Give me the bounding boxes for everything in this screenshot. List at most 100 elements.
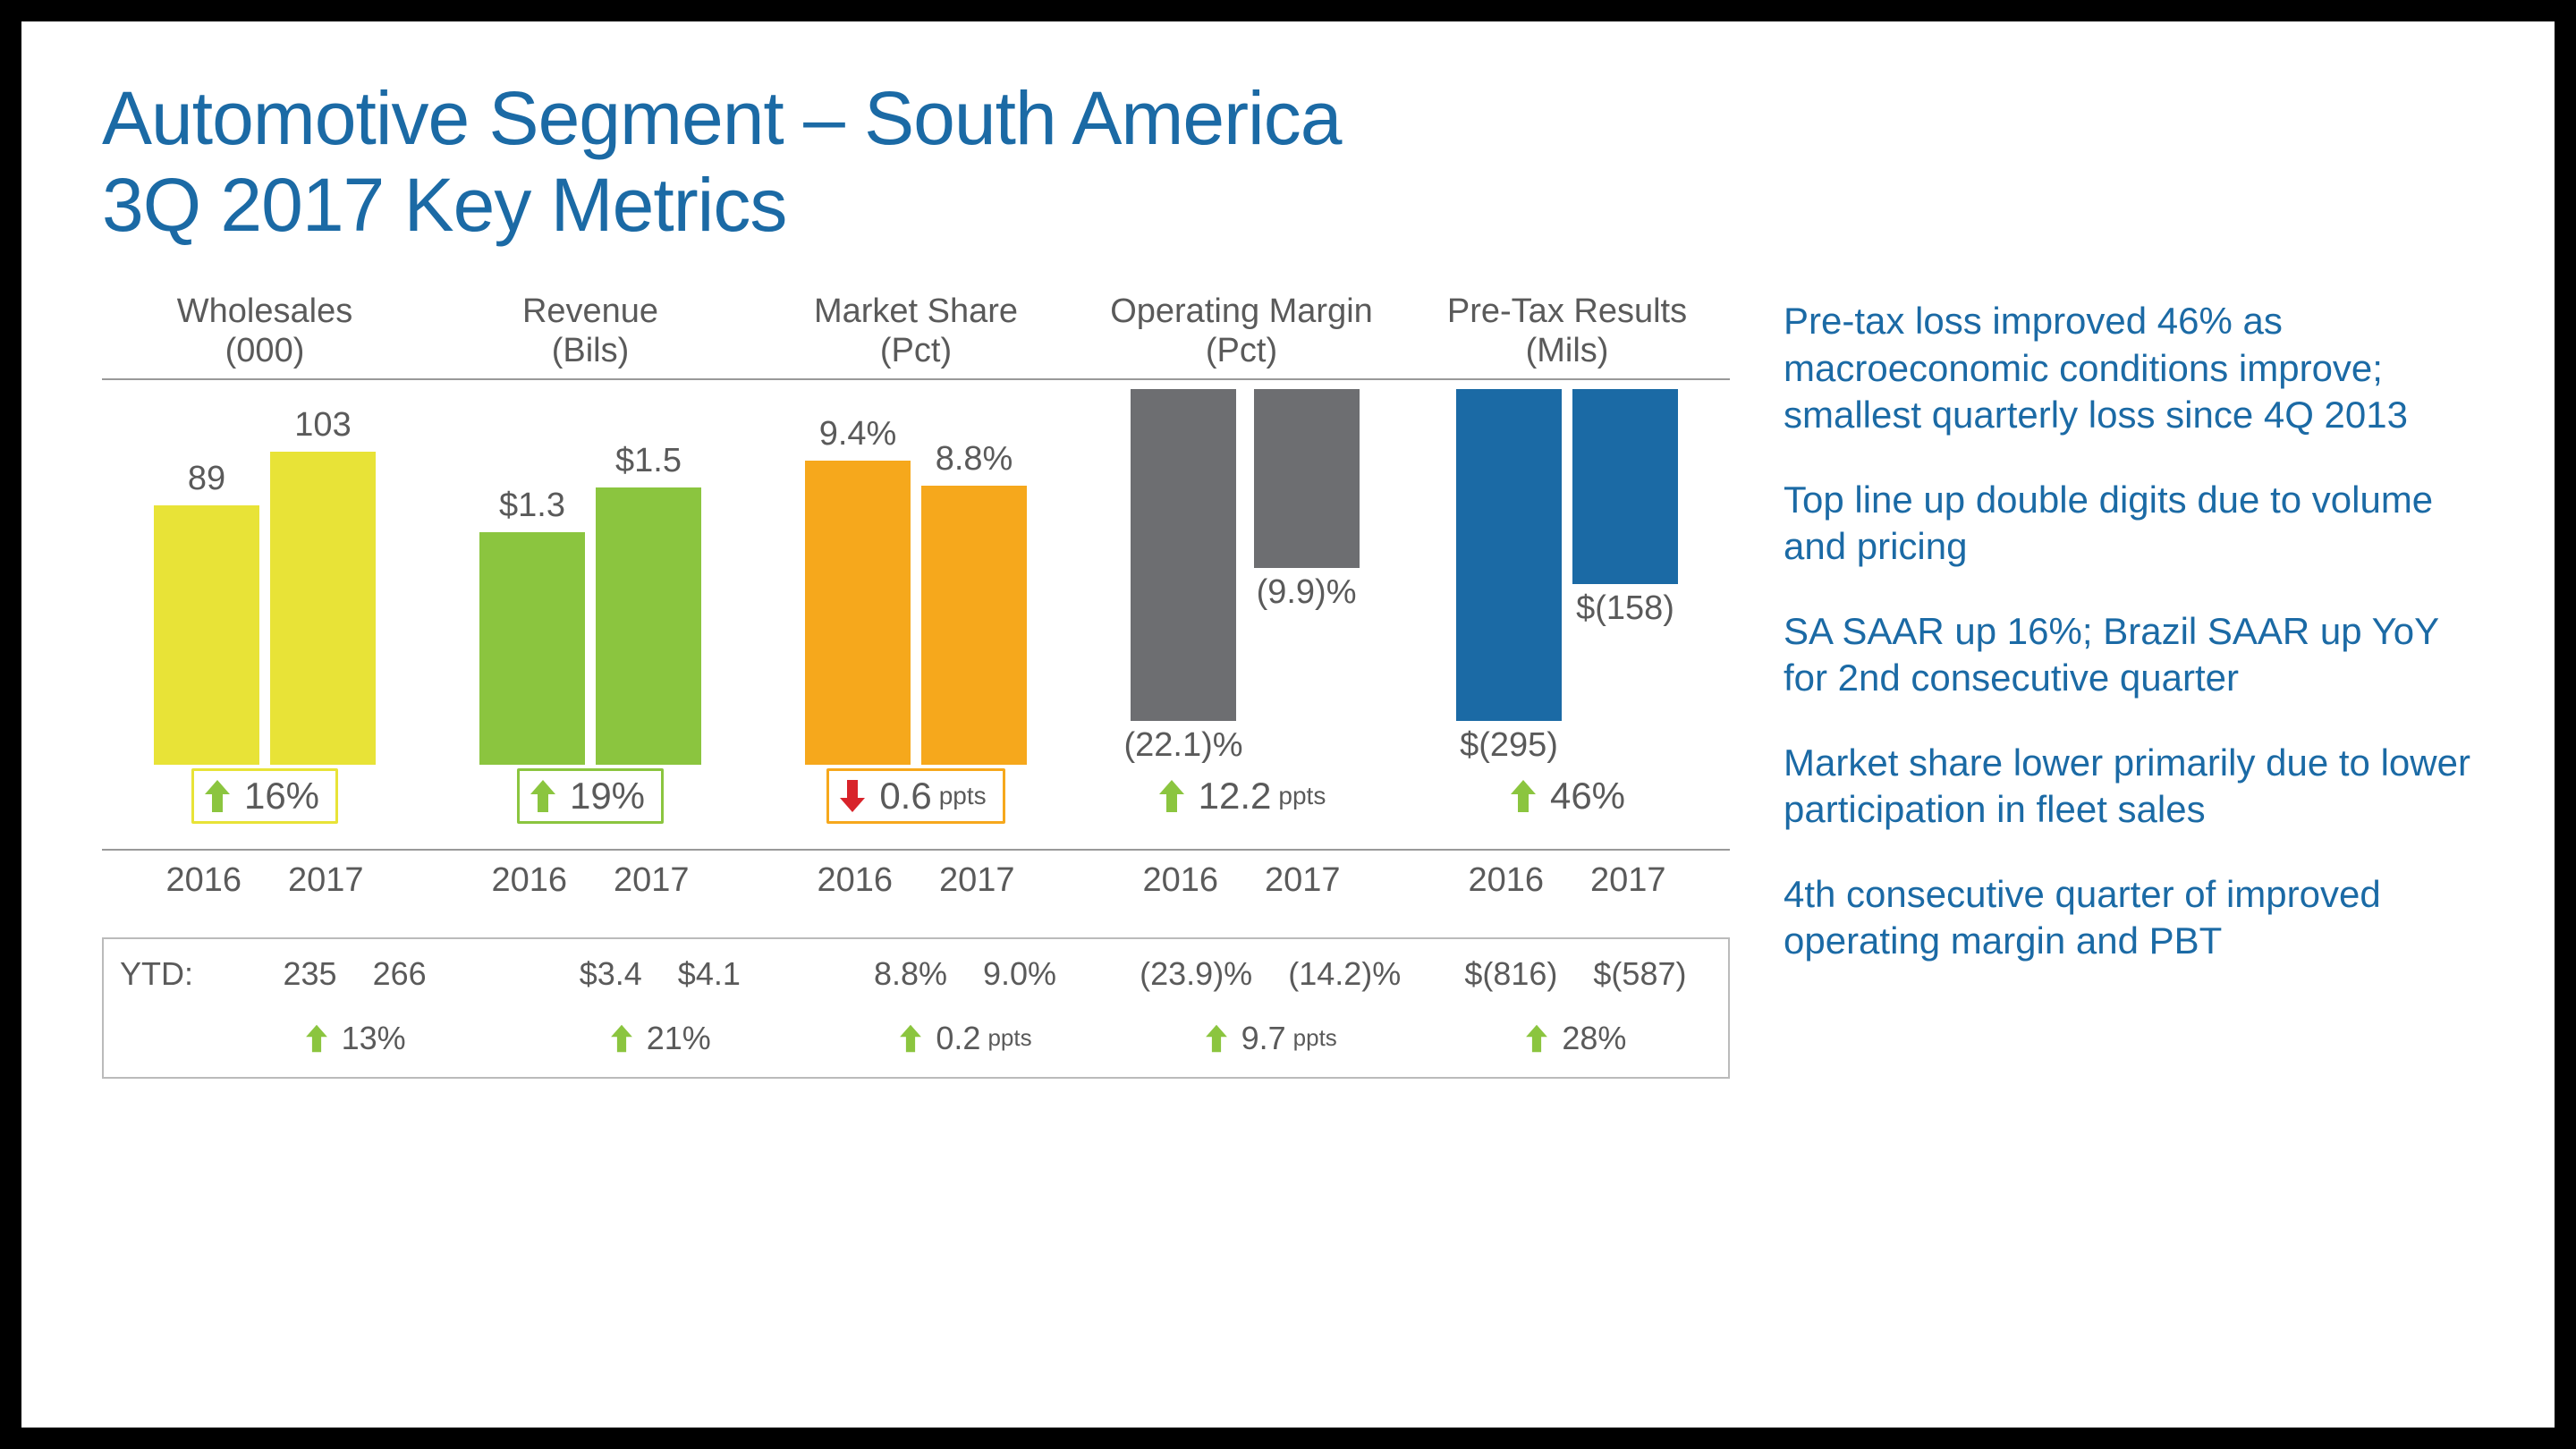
change-suffix: ppts (939, 782, 987, 810)
change-value: 46% (1550, 775, 1625, 818)
chart-bars-row: 89 103 $1.3 $1.5 9.4% 8.8% (22.1)% (102, 380, 1730, 765)
bar (479, 532, 585, 765)
ytd-change-value: 21% (647, 1020, 711, 1057)
bar (921, 486, 1027, 765)
bar-wrap: 9.4% (805, 389, 911, 765)
ytd-spacer (104, 1020, 202, 1057)
bar (1456, 389, 1562, 721)
change-cell: 12.2ppts (1079, 768, 1404, 824)
bar (1572, 389, 1678, 584)
arrow-up-icon (203, 778, 232, 814)
x-label: 2017 (1265, 861, 1341, 900)
metric-header: Revenue(Bils) (428, 292, 753, 370)
ytd-change-value: 13% (342, 1020, 406, 1057)
change-box: 19% (517, 768, 664, 824)
arrow-down-icon (838, 778, 867, 814)
change-value: 16% (244, 775, 319, 818)
x-label: 2017 (288, 861, 364, 900)
bullet-text: Market share lower primarily due to lowe… (1784, 740, 2474, 834)
metric-header: Market Share(Pct) (753, 292, 1079, 370)
ytd-change-value: 0.2 (936, 1020, 980, 1057)
bar-wrap: (22.1)% (1123, 389, 1242, 765)
bullet-text: 4th consecutive quarter of improved oper… (1784, 871, 2474, 965)
change-cell: 19% (428, 768, 753, 824)
ytd-change-cell: 28% (1423, 1020, 1728, 1057)
bar (596, 487, 701, 765)
ytd-val: $4.1 (678, 955, 741, 993)
bullet-text: SA SAAR up 16%; Brazil SAAR up YoY for 2… (1784, 608, 2474, 702)
change-value: 0.6 (879, 775, 931, 818)
change-box: 16% (191, 768, 338, 824)
bullet-text: Top line up double digits due to volume … (1784, 477, 2474, 571)
ytd-value-cell: $(816) $(587) (1423, 955, 1728, 993)
metric-unit: (Pct) (880, 332, 952, 371)
xaxis-cell: 20162017 (1079, 861, 1404, 900)
x-label: 2017 (1590, 861, 1666, 900)
bar (1131, 389, 1236, 721)
ytd-change-cell: 0.2ppts (812, 1020, 1117, 1057)
bar-wrap: $(158) (1572, 389, 1678, 765)
metric-title: Pre-Tax Results (1447, 292, 1687, 332)
arrow-up-icon (304, 1023, 329, 1054)
charts-area: Wholesales(000)Revenue(Bils)Market Share… (102, 292, 1730, 1078)
bars-pair: (22.1)% (9.9)% (1079, 389, 1404, 765)
bar-wrap: (9.9)% (1254, 389, 1360, 765)
metric-header: Pre-Tax Results(Mils) (1404, 292, 1730, 370)
ytd-change-suffix: ppts (987, 1024, 1031, 1052)
metric-unit: (000) (225, 332, 305, 371)
xaxis-cell: 20162017 (428, 861, 753, 900)
change-row: 16%19%0.6ppts12.2ppts46% (102, 763, 1730, 851)
ytd-change-value: 28% (1562, 1020, 1626, 1057)
change-suffix: ppts (1278, 782, 1326, 810)
x-label: 2016 (1468, 861, 1544, 900)
ytd-val: (14.2)% (1288, 955, 1401, 993)
ytd-value-cell: 8.8% 9.0% (812, 955, 1117, 993)
bar-wrap: 103 (270, 389, 376, 765)
ytd-val: $(587) (1593, 955, 1686, 993)
ytd-val: (23.9)% (1140, 955, 1252, 993)
slide-title: Automotive Segment – South America 3Q 20… (102, 75, 2474, 248)
bar-wrap: 89 (154, 389, 259, 765)
ytd-value-cell: 235266 (202, 955, 507, 993)
ytd-val: $(816) (1464, 955, 1557, 993)
xaxis-cell: 20162017 (753, 861, 1079, 900)
ytd-box: YTD: 235266 $3.4 $4.1 8.8% 9.0% (23.9)% (14.2)… (102, 937, 1730, 1079)
bar-wrap: $1.5 (596, 389, 701, 765)
change-cell: 0.6 ppts (753, 768, 1079, 824)
arrow-up-icon (898, 1023, 923, 1054)
title-line-1: Automotive Segment – South America (102, 76, 1341, 160)
arrow-up-icon (1524, 1023, 1549, 1054)
arrow-up-icon (609, 1023, 634, 1054)
metric-unit: (Mils) (1526, 332, 1609, 371)
metric-title: Wholesales (177, 292, 352, 332)
title-line-2: 3Q 2017 Key Metrics (102, 163, 786, 247)
change-cell: 46% (1404, 768, 1730, 824)
metric-title: Operating Margin (1110, 292, 1373, 332)
bar-value-label: 89 (188, 460, 225, 498)
bars-pair: $1.3 $1.5 (428, 389, 753, 765)
x-label: 2017 (614, 861, 690, 900)
metric-unit: (Bils) (552, 332, 630, 371)
ytd-val: 8.8% (874, 955, 947, 993)
ytd-value-cell: $3.4 $4.1 (507, 955, 812, 993)
metric-header: Wholesales(000) (102, 292, 428, 370)
ytd-values: 235266 $3.4 $4.1 8.8% 9.0% (23.9)% (14.2)% $(81… (202, 955, 1728, 993)
change-value: 19% (570, 775, 645, 818)
bar-value-label: 103 (294, 406, 351, 445)
ytd-val: $3.4 (580, 955, 642, 993)
xaxis-cell: 20162017 (102, 861, 428, 900)
change-box: 0.6 ppts (826, 768, 1004, 824)
ytd-change-suffix: ppts (1293, 1024, 1337, 1052)
arrow-up-icon (1509, 778, 1538, 814)
ytd-label: YTD: (104, 955, 202, 993)
arrow-up-icon (529, 778, 557, 814)
arrow-up-icon (1157, 778, 1186, 814)
bar (1254, 389, 1360, 568)
chart-header-row: Wholesales(000)Revenue(Bils)Market Share… (102, 292, 1730, 379)
ytd-val: 235 (284, 955, 337, 993)
ytd-change-value: 9.7 (1241, 1020, 1286, 1057)
ytd-change-cell: 9.7ppts (1118, 1020, 1423, 1057)
ytd-val: 9.0% (983, 955, 1056, 993)
metric-unit: (Pct) (1206, 332, 1277, 371)
bar-value-label: $(158) (1576, 589, 1674, 628)
